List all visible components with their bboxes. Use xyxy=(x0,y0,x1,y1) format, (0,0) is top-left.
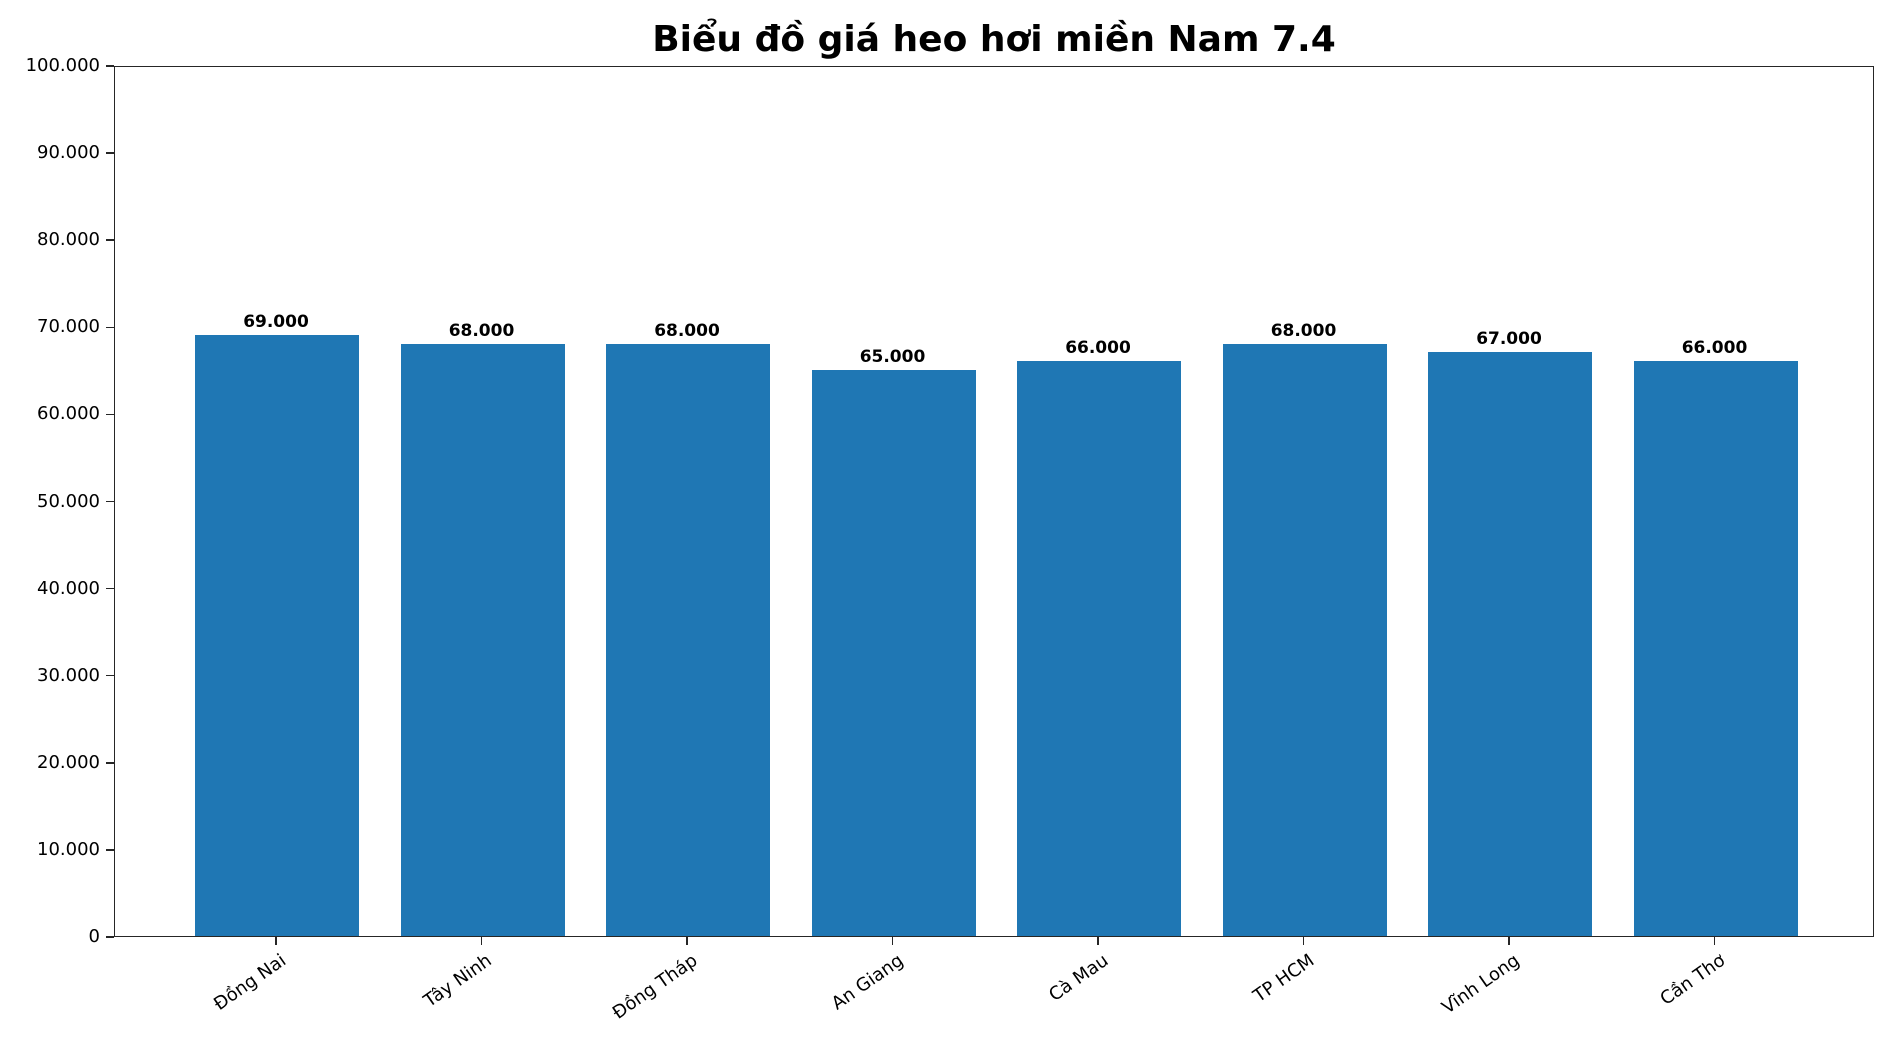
y-tick xyxy=(106,849,114,851)
y-tick-label: 60.000 xyxy=(37,403,100,425)
y-tick xyxy=(106,674,114,677)
bar xyxy=(195,335,359,936)
bar-value-label: 68.000 xyxy=(1270,320,1337,341)
x-tick-label: Cà Mau xyxy=(1045,950,1113,1006)
y-tick-label: 0 xyxy=(88,926,100,947)
y-tick-label: 100.000 xyxy=(25,55,100,76)
y-tick xyxy=(106,152,114,154)
bar-value-label: 66.000 xyxy=(1681,338,1748,359)
x-tick xyxy=(1713,937,1716,945)
x-tick-label: Tây Ninh xyxy=(419,950,496,1012)
bar xyxy=(1222,343,1387,936)
bar xyxy=(606,343,770,936)
x-tick-label: Đồng Tháp xyxy=(608,950,702,1024)
y-tick xyxy=(106,65,114,67)
y-tick xyxy=(106,936,114,938)
y-tick xyxy=(106,500,114,503)
bar xyxy=(811,369,976,936)
bar xyxy=(400,343,565,936)
x-tick xyxy=(686,937,688,945)
bar xyxy=(1633,361,1798,936)
x-tick-label: Đồng Nai xyxy=(210,950,291,1015)
plot-area xyxy=(114,66,1874,937)
y-tick xyxy=(106,587,114,590)
y-tick-label: 10.000 xyxy=(37,838,100,860)
x-tick xyxy=(275,937,277,945)
y-tick xyxy=(106,239,114,241)
bar-value-label: 65.000 xyxy=(859,346,926,367)
y-tick-label: 20.000 xyxy=(37,751,100,773)
bar-value-label: 66.000 xyxy=(1065,338,1131,359)
y-tick-label: 40.000 xyxy=(37,577,100,599)
y-tick-label: 90.000 xyxy=(37,142,100,164)
x-tick xyxy=(1508,937,1510,945)
bar-value-label: 68.000 xyxy=(654,320,720,341)
bar xyxy=(1017,361,1181,936)
y-tick xyxy=(106,413,114,416)
y-tick xyxy=(106,326,114,329)
x-tick xyxy=(1302,937,1305,945)
y-tick-label: 50.000 xyxy=(37,490,100,512)
x-tick xyxy=(480,937,483,945)
x-tick-label: Vĩnh Long xyxy=(1438,950,1524,1019)
y-tick-label: 30.000 xyxy=(37,664,100,686)
bar xyxy=(1428,352,1592,936)
y-tick-label: 70.000 xyxy=(37,316,100,338)
x-tick-label: TP HCM xyxy=(1249,950,1318,1007)
x-tick xyxy=(891,937,894,945)
x-tick-label: An Giang xyxy=(827,950,907,1015)
y-tick xyxy=(106,762,114,764)
bar-value-label: 69.000 xyxy=(243,312,309,332)
bar-value-label: 67.000 xyxy=(1476,329,1542,350)
y-tick-label: 80.000 xyxy=(37,229,100,251)
x-tick xyxy=(1097,937,1099,945)
x-tick-label: Cần Thơ xyxy=(1655,950,1729,1010)
bar-value-label: 68.000 xyxy=(448,320,515,341)
chart-title: Biểu đồ giá heo hơi miền Nam 7.4 xyxy=(652,19,1336,60)
